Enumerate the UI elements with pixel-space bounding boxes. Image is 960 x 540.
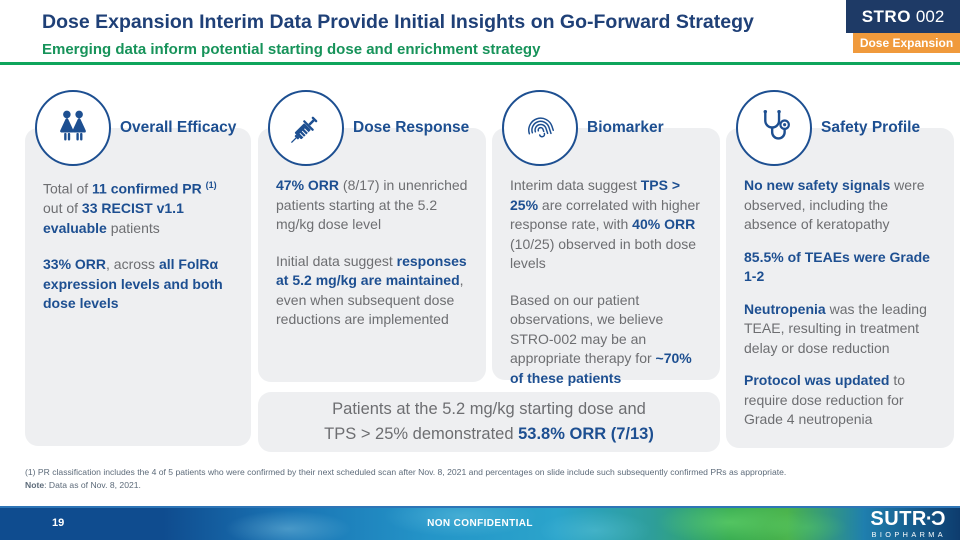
card-heading-overall-efficacy: Overall Efficacy: [120, 118, 237, 136]
dose-response-card: 47% ORR (8/17) in unenriched patients st…: [258, 128, 486, 382]
logo-o: Ɔ: [931, 508, 946, 530]
product-number: 002: [915, 6, 945, 26]
logo-dot: ·: [925, 508, 934, 530]
product-badge: STRO 002: [846, 0, 960, 33]
card-paragraph: Protocol was updated to require dose red…: [744, 372, 906, 427]
card-paragraph: Initial data suggest responses at 5.2 mg…: [276, 252, 467, 328]
header-divider: [0, 62, 960, 65]
classification-label: NON CONFIDENTIAL: [427, 518, 533, 529]
logo-wordmark: SUTR·Ɔ: [870, 508, 946, 530]
syringe-icon: [268, 90, 344, 166]
card-heading-biomarker: Biomarker: [587, 118, 664, 136]
callout-line1: Patients at the 5.2 mg/kg starting dose …: [332, 400, 646, 418]
card-paragraph: No new safety signals were observed, inc…: [744, 177, 925, 232]
people-icon: [35, 90, 111, 166]
fingerprint-icon: [502, 90, 578, 166]
card-paragraph: 47% ORR (8/17) in unenriched patients st…: [276, 177, 468, 232]
footer-bar: 19 NON CONFIDENTIAL SUTR·Ɔ BIOPHARMA: [0, 506, 960, 540]
key-takeaway-callout: Patients at the 5.2 mg/kg starting dose …: [258, 392, 720, 452]
biomarker-card: Interim data suggest TPS > 25% are corre…: [492, 128, 720, 386]
footnote-1: (1) PR classification includes the 4 of …: [25, 467, 787, 477]
card-heading-safety-profile: Safety Profile: [821, 118, 921, 136]
page-number: 19: [52, 517, 65, 529]
card-paragraph: Interim data suggest TPS > 25% are corre…: [510, 177, 700, 271]
dose-expansion-tag: Dose Expansion: [853, 33, 960, 53]
sutro-biopharma-logo: SUTR·Ɔ BIOPHARMA: [870, 509, 946, 538]
card-paragraph: Total of 11 confirmed PR (1) out of 33 R…: [43, 180, 217, 236]
page-subtitle: Emerging data inform potential starting …: [42, 41, 541, 58]
logo-subtitle: BIOPHARMA: [871, 529, 946, 539]
product-name: STRO: [861, 6, 911, 26]
card-paragraph: 85.5% of TEAEs were Grade 1-2: [744, 248, 930, 285]
safety-profile-card: No new safety signals were observed, inc…: [726, 128, 954, 448]
page-title: Dose Expansion Interim Data Provide Init…: [42, 11, 754, 33]
card-paragraph: Neutropenia was the leading TEAE, result…: [744, 300, 927, 356]
card-paragraph: Based on our patient observations, we be…: [510, 291, 692, 386]
callout-line2: TPS > 25% demonstrated 53.8% ORR (7/13): [324, 425, 654, 443]
footnote-note: Note: Data as of Nov. 8, 2021.: [25, 479, 141, 490]
stethoscope-icon: [736, 90, 812, 166]
footnotes: (1) PR classification includes the 4 of …: [25, 466, 940, 491]
card-paragraph: 33% ORR, across all FolRα expression lev…: [43, 256, 223, 312]
card-heading-dose-response: Dose Response: [353, 118, 470, 136]
overall-efficacy-card: Total of 11 confirmed PR (1) out of 33 R…: [25, 128, 251, 446]
